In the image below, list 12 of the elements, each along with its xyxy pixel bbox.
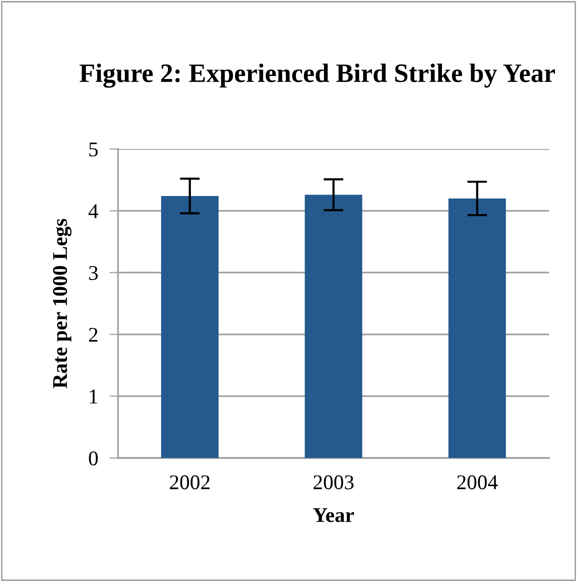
- y-axis-title: Rate per 1000 Legs: [53, 218, 72, 388]
- y-tick-label: 4: [88, 204, 98, 218]
- x-tick-label: 2003: [314, 475, 354, 490]
- x-tick-label: 2004: [457, 475, 498, 490]
- y-tick-label: 5: [89, 142, 98, 156]
- y-tick-label: 1: [90, 390, 98, 404]
- y-tick-label: 0: [88, 451, 98, 466]
- x-tick-label: 2002: [170, 475, 210, 490]
- y-tick-label: 2: [89, 328, 98, 342]
- chart-title: Figure 2: Experienced Bird Strike by Year: [80, 64, 555, 88]
- y-tick-label: 3: [89, 266, 98, 280]
- x-axis-title: Year: [313, 508, 354, 522]
